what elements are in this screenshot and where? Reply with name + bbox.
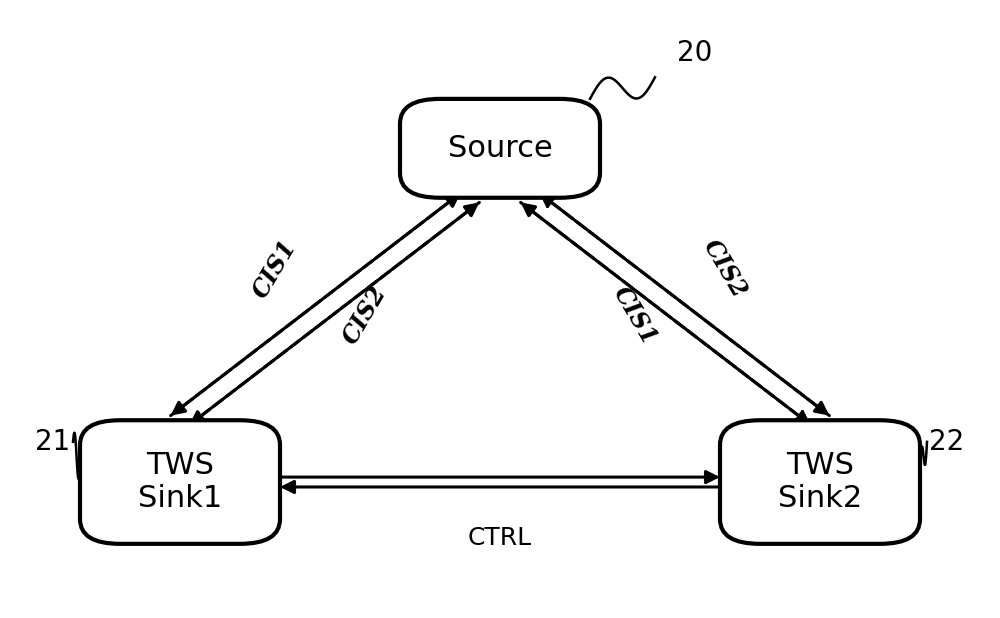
Text: Source: Source: [448, 134, 552, 163]
Text: 22: 22: [929, 428, 965, 456]
Text: CIS2: CIS2: [699, 235, 751, 302]
Text: CIS1: CIS1: [249, 235, 301, 302]
Text: 20: 20: [677, 38, 713, 67]
FancyBboxPatch shape: [720, 420, 920, 544]
Text: TWS
Sink2: TWS Sink2: [778, 451, 862, 514]
FancyBboxPatch shape: [400, 99, 600, 198]
Text: TWS
Sink1: TWS Sink1: [138, 451, 222, 514]
Text: CIS2: CIS2: [339, 282, 391, 349]
Text: CIS1: CIS1: [609, 282, 661, 349]
Text: CTRL: CTRL: [468, 526, 532, 549]
FancyBboxPatch shape: [80, 420, 280, 544]
Text: 21: 21: [35, 428, 71, 456]
